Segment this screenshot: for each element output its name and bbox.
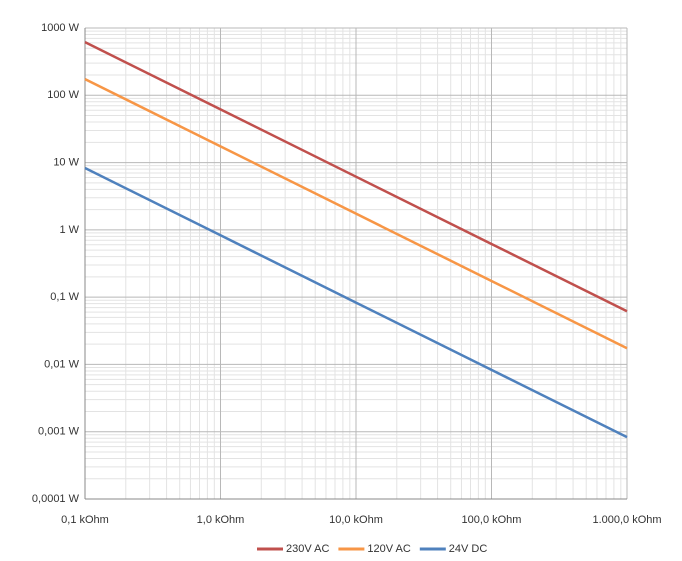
x-tick-label: 10,0 kOhm — [329, 514, 383, 526]
legend-label: 24V DC — [449, 543, 488, 555]
x-tick-label: 1,0 kOhm — [197, 514, 245, 526]
series-line — [84, 77, 628, 350]
y-tick-label: 0,01 W — [44, 358, 79, 370]
y-tick-label: 10 W — [53, 156, 79, 168]
x-tick-label: 0,1 kOhm — [61, 514, 109, 526]
y-tick-label: 1 W — [59, 224, 79, 236]
y-tick-label: 1000 W — [41, 22, 80, 34]
x-tick-label: 100,0 kOhm — [462, 514, 522, 526]
y-tick-label: 0,1 W — [50, 291, 79, 303]
legend-label: 120V AC — [367, 543, 410, 555]
series-line — [84, 40, 628, 313]
y-tick-label: 0,001 W — [38, 426, 80, 438]
series-line — [84, 166, 628, 439]
x-tick-label: 1.000,0 kOhm — [592, 514, 661, 526]
y-tick-label: 0,0001 W — [32, 493, 80, 505]
legend-label: 230V AC — [286, 543, 329, 555]
y-tick-label: 100 W — [47, 89, 79, 101]
